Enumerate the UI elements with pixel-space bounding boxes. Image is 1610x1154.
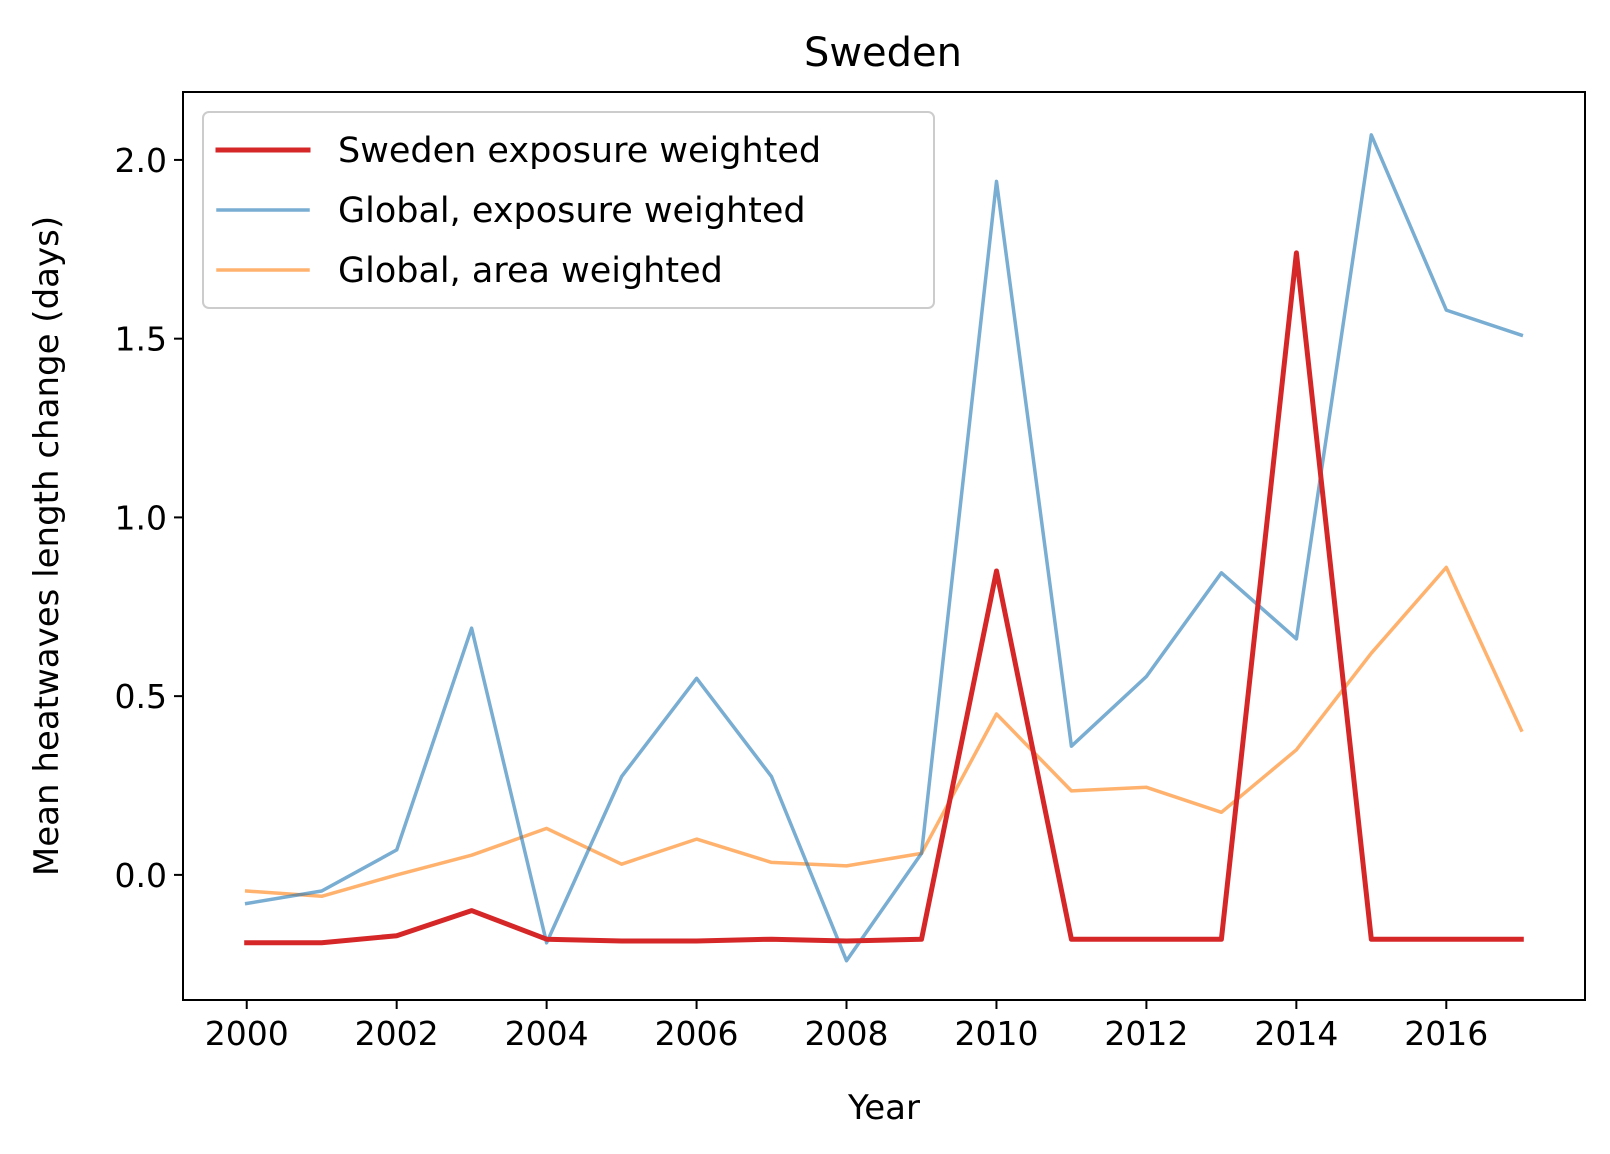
y-axis-label: Mean heatwaves length change (days) <box>27 216 67 876</box>
legend: Sweden exposure weighted Global, exposur… <box>202 111 935 309</box>
legend-label-sweden-exposure: Sweden exposure weighted <box>338 131 821 171</box>
x-tick-label: 2010 <box>954 1014 1038 1053</box>
y-tick-label: 2.0 <box>115 141 167 180</box>
x-tick-label: 2016 <box>1404 1014 1488 1053</box>
x-tick-label: 2012 <box>1104 1014 1188 1053</box>
series-line-global-exposure <box>244 133 1524 963</box>
x-tick-label: 2000 <box>205 1014 289 1053</box>
x-tick-label: 2004 <box>505 1014 589 1053</box>
y-tick-label: 0.5 <box>115 677 167 716</box>
x-tick-label: 2014 <box>1254 1014 1338 1053</box>
y-tick-label: 0.0 <box>115 856 167 895</box>
x-axis: 2000 2002 2004 2006 2008 2010 2012 2014 2016 <box>205 1000 1488 1053</box>
chart-title: Sweden <box>804 30 962 76</box>
x-tick-label: 2002 <box>355 1014 439 1053</box>
legend-box <box>202 111 935 309</box>
y-tick-label: 1.0 <box>115 498 167 537</box>
y-tick-label: 1.5 <box>115 320 167 359</box>
series-line-global-area <box>244 565 1524 899</box>
series-layer <box>244 133 1524 963</box>
plot-frame <box>182 91 1586 1001</box>
legend-label-global-area: Global, area weighted <box>338 251 723 291</box>
x-tick-label: 2006 <box>655 1014 739 1053</box>
legend-label-global-exposure: Global, exposure weighted <box>338 191 806 231</box>
y-axis: 0.0 0.5 1.0 1.5 2.0 <box>115 141 183 895</box>
x-axis-label: Year <box>847 1088 920 1128</box>
series-line-sweden-exposure <box>244 250 1524 946</box>
x-tick-label: 2008 <box>805 1014 889 1053</box>
